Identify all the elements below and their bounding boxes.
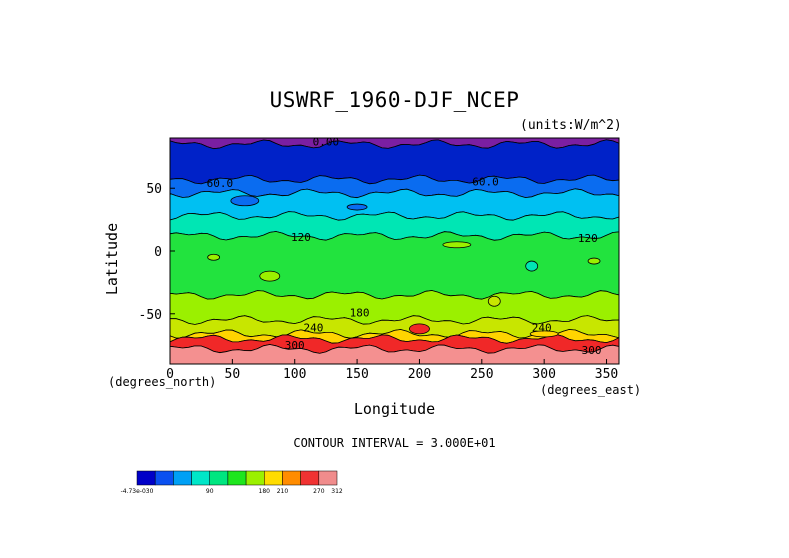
x-axis-label: Longitude xyxy=(353,400,436,418)
y-tick-label: 50 xyxy=(146,182,162,197)
contour-band xyxy=(169,344,620,365)
contour-label: 60.0 xyxy=(207,177,234,190)
y-tick-label: -50 xyxy=(139,308,162,323)
chart-title: USWRF_1960-DJF_NCEP xyxy=(269,88,520,112)
colorbar-label: 90 xyxy=(206,488,214,495)
contour-blob xyxy=(409,323,430,335)
x-tick-label: 200 xyxy=(408,367,431,382)
contour-label: 0.00 xyxy=(313,136,340,149)
units-label: (units:W/m^2) xyxy=(520,118,622,133)
colorbar-segment xyxy=(245,470,265,486)
contour-blob xyxy=(346,203,368,211)
contour-label: 60.0 xyxy=(472,176,499,189)
contour-label: 240 xyxy=(303,321,323,334)
colorbar-label: 180 xyxy=(259,488,271,495)
colorbar-segment xyxy=(227,470,247,486)
contour-label: 240 xyxy=(532,321,552,334)
x-tick-label: 300 xyxy=(532,367,555,382)
colorbar-segment xyxy=(318,470,338,486)
colorbar-label: 270 xyxy=(313,488,325,495)
colorbar-segment xyxy=(264,470,283,486)
contour-blob xyxy=(487,295,501,307)
colorbar-segment xyxy=(300,470,320,486)
x-tick-label: 150 xyxy=(345,367,368,382)
contour-label: 300 xyxy=(582,344,602,357)
contour-label: 300 xyxy=(285,339,305,352)
x-tick-label: 100 xyxy=(283,367,306,382)
colorbar-segment xyxy=(154,470,174,486)
contour-blob xyxy=(230,195,260,207)
colorbar-label: -4.73e-030 xyxy=(121,488,154,495)
colorbar-segment xyxy=(209,470,229,486)
contour-band xyxy=(169,231,620,300)
contour-blob xyxy=(587,257,601,265)
x-tick-label: 0 xyxy=(166,367,174,382)
contour-label: 120 xyxy=(578,232,598,245)
colorbar-segment xyxy=(191,470,210,486)
contour-blob xyxy=(525,260,539,272)
colorbar-segment xyxy=(282,470,301,486)
x-units-label: (degrees_north) xyxy=(108,375,217,389)
colorbar-label: 312 xyxy=(331,488,343,495)
y-tick-label: 0 xyxy=(154,245,162,260)
x-tick-label: 50 xyxy=(225,367,241,382)
colorbar-label: 210 xyxy=(277,488,289,495)
colorbar-segment xyxy=(136,470,156,486)
x-tick-label: 350 xyxy=(595,367,618,382)
contour-blob xyxy=(207,253,221,261)
y-axis-label: Latitude xyxy=(103,222,121,296)
contour-blob xyxy=(442,241,472,249)
contour-label: 120 xyxy=(291,231,311,244)
contour-blob xyxy=(259,270,281,282)
contour-interval-note: CONTOUR INTERVAL = 3.000E+01 xyxy=(293,436,496,450)
contour-blob xyxy=(529,330,559,338)
contour-label: 180 xyxy=(350,306,370,319)
colorbar-segment xyxy=(173,470,192,486)
y-units-label: (degrees_east) xyxy=(540,383,642,397)
x-tick-label: 250 xyxy=(470,367,493,382)
